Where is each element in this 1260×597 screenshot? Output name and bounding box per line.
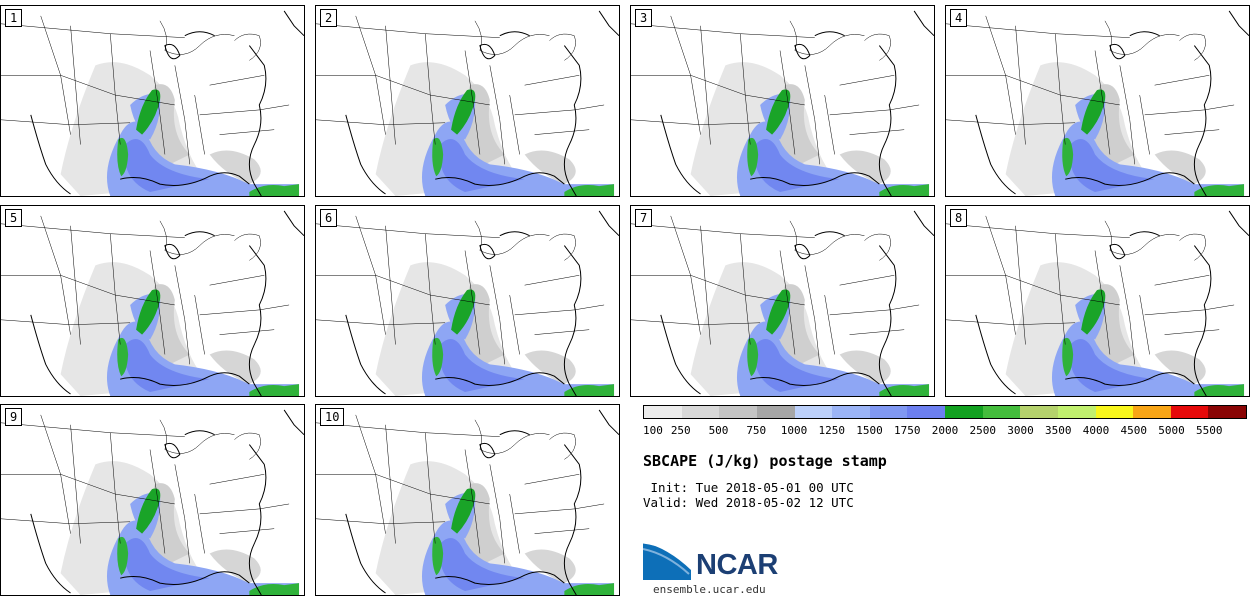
map-panel-6: 6 — [315, 205, 620, 397]
map-panel-4: 4 — [945, 5, 1250, 197]
panel-number: 4 — [950, 9, 968, 27]
colorbar-segment — [1133, 406, 1171, 418]
panel-number: 6 — [320, 209, 338, 227]
plot-title: SBCAPE (J/kg) postage stamp — [643, 452, 887, 470]
init-time: Init: Tue 2018-05-01 00 UTC — [643, 480, 854, 495]
colorbar-tick-label: 3500 — [1045, 424, 1072, 437]
panel-number: 3 — [635, 9, 653, 27]
map-panel-7: 7 — [630, 205, 935, 397]
colorbar-tick-label: 100 — [643, 424, 663, 437]
colorbar-tick-label: 2000 — [931, 424, 959, 437]
colorbar-segment — [1020, 406, 1058, 418]
colorbar-tick-label: 1500 — [856, 424, 883, 437]
cape-map — [946, 210, 1249, 396]
cape-map — [316, 10, 619, 196]
colorbar-segment — [907, 406, 945, 418]
colorbar-segment — [1095, 406, 1134, 418]
colorbar-tick-label: 4000 — [1082, 424, 1110, 437]
map-panel-9: 9 — [0, 404, 305, 596]
ncar-logo-icon — [643, 540, 694, 580]
colorbar-segment — [1170, 406, 1209, 418]
map-panel-1: 1 — [0, 5, 305, 197]
colorbar-segment — [982, 406, 1021, 418]
colorbar-tick-label: 2500 — [969, 424, 997, 437]
colorbar-tick-label: 1750 — [894, 424, 921, 437]
colorbar — [643, 405, 1247, 419]
cape-map — [631, 10, 934, 196]
valid-time: Valid: Wed 2018-05-02 12 UTC — [643, 495, 854, 510]
map-panel-5: 5 — [0, 205, 305, 397]
cape-map — [1, 10, 304, 196]
colorbar-tick-label: 500 — [708, 424, 729, 437]
panel-number: 7 — [635, 209, 653, 227]
colorbar-segment — [756, 406, 795, 418]
colorbar-segment — [719, 406, 757, 418]
panel-number: 10 — [320, 408, 345, 426]
colorbar-segment — [794, 406, 833, 418]
map-panel-2: 2 — [315, 5, 620, 197]
colorbar-tick-label: 250 — [670, 424, 691, 437]
site-url: ensemble.ucar.edu — [653, 583, 766, 596]
colorbar-tick-label: 3000 — [1007, 424, 1034, 437]
panel-number: 1 — [5, 9, 23, 27]
colorbar-segment — [869, 406, 908, 418]
cape-map — [1, 210, 304, 396]
colorbar-segment — [681, 406, 720, 418]
map-panel-3: 3 — [630, 5, 935, 197]
panel-number: 8 — [950, 209, 968, 227]
colorbar-segment — [644, 406, 682, 418]
ncar-logo-text: NCAR — [696, 549, 778, 581]
colorbar-segment — [945, 406, 983, 418]
colorbar-tick-label: 4500 — [1120, 424, 1148, 437]
panel-number: 5 — [5, 209, 23, 227]
panel-number: 9 — [5, 408, 23, 426]
panel-number: 2 — [320, 9, 338, 27]
colorbar-labels: 100 250 500 750 1000 1250 1500 1750 2000 2500 3000… — [643, 424, 1247, 438]
colorbar-segment — [832, 406, 870, 418]
cape-map — [946, 10, 1249, 196]
map-panel-10: 10 — [315, 404, 620, 596]
map-panel-8: 8 — [945, 205, 1250, 397]
colorbar-segment — [1208, 406, 1246, 418]
colorbar-tick-label: 5500 — [1196, 424, 1223, 437]
cape-map — [316, 210, 619, 396]
cape-map — [631, 210, 934, 396]
cape-map — [316, 409, 619, 595]
cape-map — [1, 409, 304, 595]
colorbar-tick-label: 5000 — [1158, 424, 1185, 437]
colorbar-tick-label: 1250 — [818, 424, 846, 437]
colorbar-tick-label: 750 — [746, 424, 767, 437]
colorbar-segment — [1057, 406, 1096, 418]
colorbar-tick-label: 1000 — [780, 424, 808, 437]
